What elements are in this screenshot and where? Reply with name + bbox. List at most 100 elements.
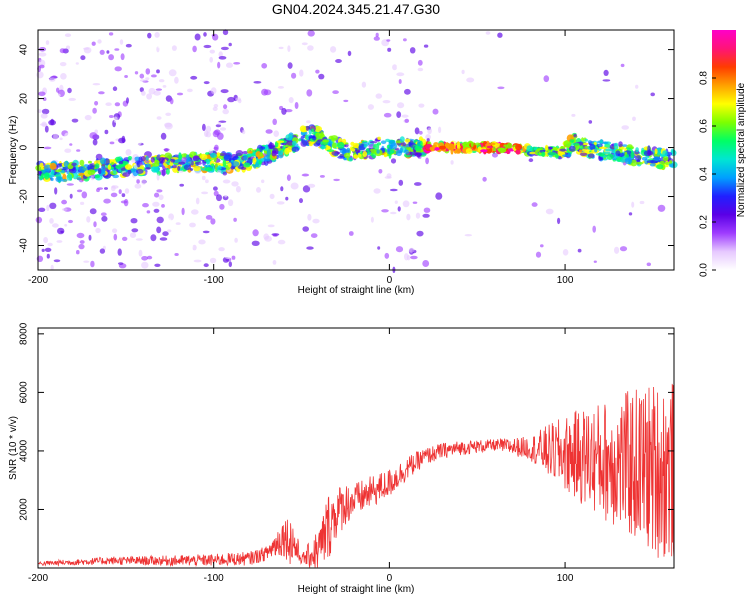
spectrogram-cell [141, 90, 146, 96]
spectrogram-cell [50, 177, 54, 182]
spectrogram-cell [59, 62, 67, 67]
spectrogram-cell [220, 89, 229, 94]
spectrogram-cell [107, 164, 112, 170]
spectrogram-cell [56, 240, 63, 243]
spectrogram-cell [591, 105, 595, 110]
spectrogram-cell [38, 91, 46, 97]
spectrogram-cell [186, 125, 195, 130]
spectrogram-cell [311, 136, 317, 141]
spectrogram-cell [186, 243, 194, 251]
spectrogram-cell [165, 168, 170, 175]
spectrogram-cell [398, 179, 404, 186]
spectrogram-cell [214, 129, 221, 136]
spectrogram-cell [417, 59, 423, 66]
spectrogram-cell [223, 104, 228, 110]
spectrogram-cell [206, 158, 210, 165]
spectrogram-cell [308, 103, 314, 108]
spectrogram-cell [169, 245, 174, 253]
spectrogram-cell [312, 218, 320, 224]
spectrogram-cell [464, 234, 472, 237]
spectrogram-cell [168, 69, 177, 77]
spectrogram-cell [528, 158, 534, 163]
spectrogram-cell [216, 194, 222, 202]
spectrogram-cell [210, 218, 216, 225]
spectrogram-cell [572, 143, 580, 146]
spectrogram-cell [548, 152, 557, 156]
spectrogram-cell [486, 145, 493, 149]
spectrogram-cell [92, 83, 101, 86]
spectrogram-cell [621, 125, 629, 130]
spectrogram-cell [38, 52, 47, 57]
spectrogram-cell [271, 233, 280, 236]
spectrogram-cell [399, 147, 403, 153]
spectrogram-cell [52, 223, 59, 228]
spectrogram-cell [79, 166, 86, 173]
spectrogram-cell [427, 255, 431, 259]
spectrogram-cell [391, 121, 398, 125]
spectrogram-cell [66, 45, 70, 50]
y-tick-label: 0 [19, 144, 30, 150]
spectrogram-cell [455, 148, 462, 154]
spectrogram-cell [41, 248, 45, 252]
spectrogram-cell [209, 56, 213, 63]
spectrogram-cell [515, 149, 521, 155]
spectrogram-cell [410, 255, 418, 260]
spectrogram-cell [211, 163, 215, 167]
spectrogram-cell [203, 263, 209, 268]
spectrogram-cell [146, 210, 151, 214]
spectrogram-cell [402, 200, 410, 208]
spectrogram-cell [400, 160, 407, 165]
spectrogram-cell [76, 250, 80, 255]
snr-x-ticks: -200 -100 0 100 [28, 328, 574, 584]
spectrogram-cell [233, 217, 237, 222]
spectrogram-cell [154, 263, 161, 267]
spectrogram-cell [320, 131, 324, 139]
spectrogram-cell [373, 36, 380, 41]
spectrogram-cell [653, 156, 660, 162]
spectrogram-cell [437, 72, 444, 79]
spectrogram-cell [241, 129, 246, 135]
spectrogram-cell [144, 160, 150, 164]
spectrogram-cell [81, 191, 88, 199]
snr-panel: -200 -100 0 100 2000 4000 6000 8000 Height of … [8, 322, 675, 595]
snr-frame [37, 327, 675, 569]
spectrogram-cell [268, 142, 275, 149]
spectrogram-cell [290, 182, 299, 190]
x-tick-label: -100 [204, 573, 224, 584]
spectrogram-cell [110, 185, 116, 192]
spectrogram-cell [55, 176, 63, 183]
spectrogram-cell [156, 116, 162, 120]
spectrogram-cell [209, 49, 215, 54]
spectrogram-cell [456, 141, 461, 147]
spectrogram-cell [258, 160, 262, 165]
spectrogram-cell [261, 179, 265, 184]
spectrogram-cell [141, 261, 149, 269]
spectrogram-cell [78, 243, 85, 250]
spectrogram-cell [584, 138, 588, 142]
spectrogram-cell [383, 189, 391, 195]
spectrogram-cell [60, 169, 65, 174]
spectrogram-cell [119, 39, 124, 45]
spectrogram-cell [103, 198, 111, 204]
spectrogram-cell [100, 212, 107, 216]
spectrogram-cell [88, 160, 92, 164]
spectrogram-cell [654, 148, 658, 155]
spectrogram-cell [150, 234, 157, 242]
spectrogram-cell [601, 141, 609, 144]
spectrogram-cell [78, 172, 86, 176]
spectrogram-cell [423, 44, 429, 48]
spectrogram-cell [302, 185, 311, 193]
spectrogram-cell [107, 225, 114, 228]
spectrogram-cell [348, 231, 354, 236]
spectrogram-cell [162, 231, 169, 237]
spectrogram-cell [577, 248, 582, 253]
spectrogram-cell [382, 100, 391, 104]
spectrogram-cell [94, 190, 102, 197]
spectrogram-cell [284, 109, 293, 113]
spectrogram-cell [156, 189, 163, 193]
spectrogram-cell [404, 138, 411, 143]
spectrogram-cell [620, 158, 626, 163]
spectrogram-cell [630, 146, 634, 149]
spectrogram-cell [390, 211, 397, 215]
spectrogram-cell [41, 108, 50, 115]
